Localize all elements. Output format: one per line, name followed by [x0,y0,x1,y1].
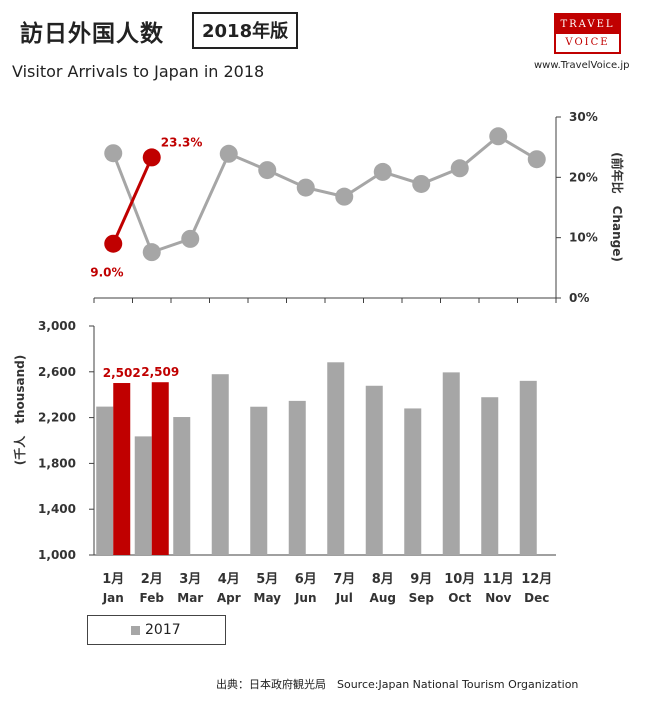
line-series-2017 [111,134,538,255]
bar-2017 [365,385,383,555]
line-point-2017 [104,144,123,163]
bar-y-tick-label: 2,200 [38,411,76,425]
x-tick-label-ja: 8月 [372,572,394,587]
line-y-axis-label: (前年比 Change) [610,152,625,262]
x-tick-label-ja: 11月 [483,572,514,587]
line-point-2017 [412,174,431,193]
bar-2017 [519,380,537,555]
line-y-tick-label: 0% [569,291,589,305]
line-point-2017 [219,144,238,163]
page-subtitle: Visitor Arrivals to Japan in 2018 [12,62,265,81]
line-data-label: 9.0% [90,266,123,280]
bar-y-tick-label: 3,000 [38,319,76,333]
bar-y-tick-label: 2,600 [38,365,76,379]
line-point-2017 [335,187,354,206]
bar-y-tick-label: 1,800 [38,456,76,470]
source-note: 出典：日本政府観光局 Source:Japan National Tourism… [216,678,579,691]
x-tick-label-ja: 4月 [218,572,240,587]
line-y-tick-label: 20% [569,170,598,184]
x-tick-label-ja: 10月 [444,572,475,587]
bar-2017 [442,372,460,555]
x-tick-label-ja: 5月 [256,572,278,587]
line-data-label: 23.3% [161,135,203,149]
bar-2017 [327,362,345,555]
x-tick-label-en: Dec [524,591,549,605]
x-tick-label-ja: 1月 [102,572,124,587]
line-point-2017 [373,162,392,181]
bar-2018 [113,383,131,555]
page-title: 訪日外国人数 [20,21,164,47]
bar-2017 [481,397,499,555]
x-tick-label-en: Sep [409,591,435,605]
bar-y-tick-label: 1,000 [38,548,76,562]
chart-legend: 2017 [87,615,226,645]
line-point-2017 [142,243,161,262]
x-tick-label-en: Apr [217,591,241,605]
bar-2017 [173,417,191,555]
bar-2017 [134,436,152,555]
bar-2017 [404,408,422,555]
line-point-2017 [296,178,315,197]
bar-2018 [151,382,169,555]
bar-2017 [288,400,306,555]
line-point-2017 [527,150,546,169]
x-tick-label-en: Jun [294,591,317,605]
x-tick-label-ja: 2月 [141,572,163,587]
website-url: www.TravelVoice.jp [534,60,630,71]
x-tick-label-en: Aug [370,591,396,605]
legend-swatch-2017 [131,626,140,635]
bar-2017 [250,406,268,555]
line-series-2018 [111,156,154,245]
bar-2017 [211,374,229,555]
x-tick-label-ja: 6月 [295,572,317,587]
line-point-2018 [142,148,161,167]
x-tick-label-ja: 3月 [179,572,201,587]
line-point-2017 [258,161,277,180]
line-point-2017 [450,159,469,178]
bar-y-tick-label: 1,400 [38,502,76,516]
x-tick-label-en: Feb [140,591,165,605]
x-tick-label-en: Jan [102,591,124,605]
x-tick-label-en: Nov [485,591,511,605]
travelvoice-logo: TRAVEL VOICE [554,13,621,54]
line-point-2017 [489,127,508,146]
x-tick-label-en: Mar [177,591,203,605]
x-tick-label-ja: 12月 [521,572,552,587]
x-tick-label-en: Oct [448,591,471,605]
x-tick-label-ja: 9月 [410,572,432,587]
logo-line-1: TRAVEL [556,15,619,34]
line-y-tick-label: 10% [569,231,598,245]
logo-line-2: VOICE [565,37,610,48]
x-tick-label-ja: 7月 [333,572,355,587]
legend-label-2017: 2017 [145,622,181,638]
bar-2017 [96,406,114,555]
x-tick-label-en: May [254,591,282,605]
bar-data-label: 2,502 [103,366,141,380]
line-point-2017 [181,229,200,248]
bar-y-axis-label: (千人 thousand) [12,355,27,465]
edition-badge: 2018年版 [192,12,299,49]
line-y-tick-label: 30% [569,110,598,124]
bar-data-label: 2,509 [141,365,179,379]
x-tick-label-en: Jul [335,591,353,605]
line-point-2018 [104,234,123,253]
